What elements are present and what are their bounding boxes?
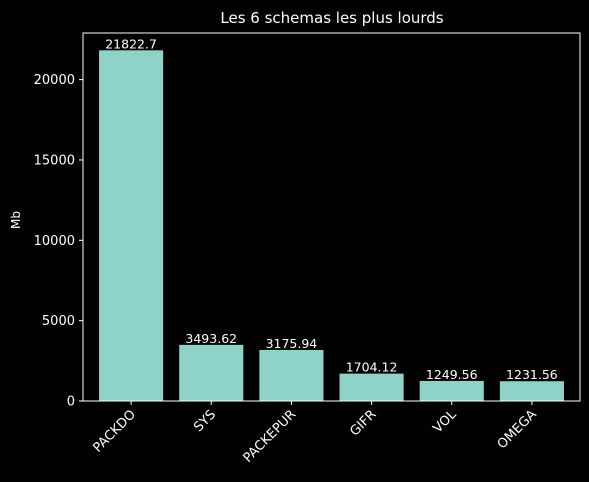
bar-value-label: 1249.56 — [426, 367, 478, 382]
bar-gifr — [339, 373, 404, 401]
y-tick-label: 15000 — [34, 153, 75, 168]
y-axis-label: Mb — [9, 211, 23, 229]
y-tick-label: 10000 — [34, 234, 75, 249]
bar-sys — [179, 344, 244, 401]
y-tick-label: 20000 — [34, 73, 75, 88]
bar-value-label: 3493.62 — [185, 331, 237, 346]
bar-vol — [419, 380, 484, 401]
bar-value-label: 1231.56 — [506, 367, 558, 382]
plot-frame — [82, 32, 581, 402]
bar-packepur — [259, 349, 324, 401]
bar-value-label: 3175.94 — [266, 336, 318, 351]
bar-omega — [499, 381, 564, 401]
bar-value-label: 1704.12 — [346, 360, 398, 375]
chart-title: Les 6 schemas les plus lourds — [220, 9, 443, 27]
y-tick-label: 0 — [67, 395, 75, 410]
bar-packdo — [99, 50, 164, 401]
bar-value-label: 21822.7 — [105, 36, 157, 51]
y-tick-label: 5000 — [42, 314, 75, 329]
